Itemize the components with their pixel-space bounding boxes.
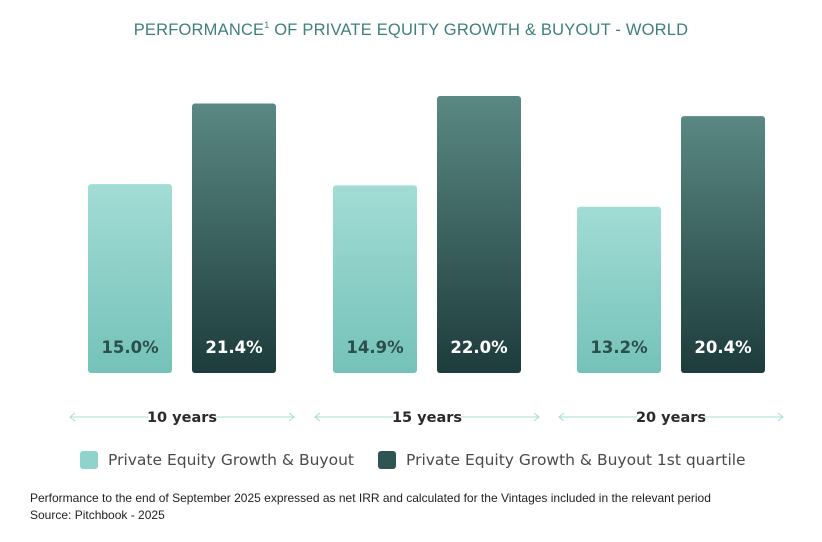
bar-growth-buyout-20-years [577,206,661,373]
bar-first-quartile-15-years [437,96,521,373]
legend-item-growth-buyout: Private Equity Growth & Buyout [80,450,354,470]
arrow-left-icon [558,412,565,422]
bar-value-label: 14.9% [346,338,404,357]
category-label: 20 years [636,410,706,426]
chart-title: PERFORMANCE1 OF PRIVATE EQUITY GROWTH & … [0,20,822,40]
bar-first-quartile-10-years [192,103,276,374]
bar-chart: 15.0% 21.4% 14.9% 22.0% 13.2% 20.4% 10 years 1… [69,96,784,426]
arrow-left-icon [314,412,321,422]
bar-growth-buyout-15-years [333,185,417,373]
arrow-right-icon [533,412,540,422]
footnote-methodology: Performance to the end of September 2025… [30,491,711,505]
legend-swatch-light [80,451,98,469]
legend-label-first-quartile: Private Equity Growth & Buyout 1st quart… [406,451,746,469]
bar-growth-buyout-10-years [88,184,172,373]
bar-first-quartile-20-years [681,116,765,374]
bar-value-label: 20.4% [694,338,752,357]
arrow-left-icon [69,412,76,422]
bar-value-label: 15.0% [101,338,159,357]
legend-swatch-dark [378,451,396,469]
footnote-source: Source: Pitchbook - 2025 [30,508,165,522]
chart-title-superscript: 1 [264,20,270,30]
bar-value-label: 13.2% [590,338,648,357]
arrow-right-icon [777,412,784,422]
chart-title-text-rest: OF PRIVATE EQUITY GROWTH & BUYOUT - WORL… [269,21,689,39]
legend-label-growth-buyout: Private Equity Growth & Buyout [108,451,354,469]
bar-value-label: 22.0% [450,338,508,357]
category-label: 10 years [147,410,217,426]
category-label: 15 years [392,410,462,426]
bar-value-label: 21.4% [205,338,263,357]
legend-item-first-quartile: Private Equity Growth & Buyout 1st quart… [378,450,746,470]
arrow-right-icon [288,412,295,422]
chart-title-text: PERFORMANCE [133,21,265,39]
